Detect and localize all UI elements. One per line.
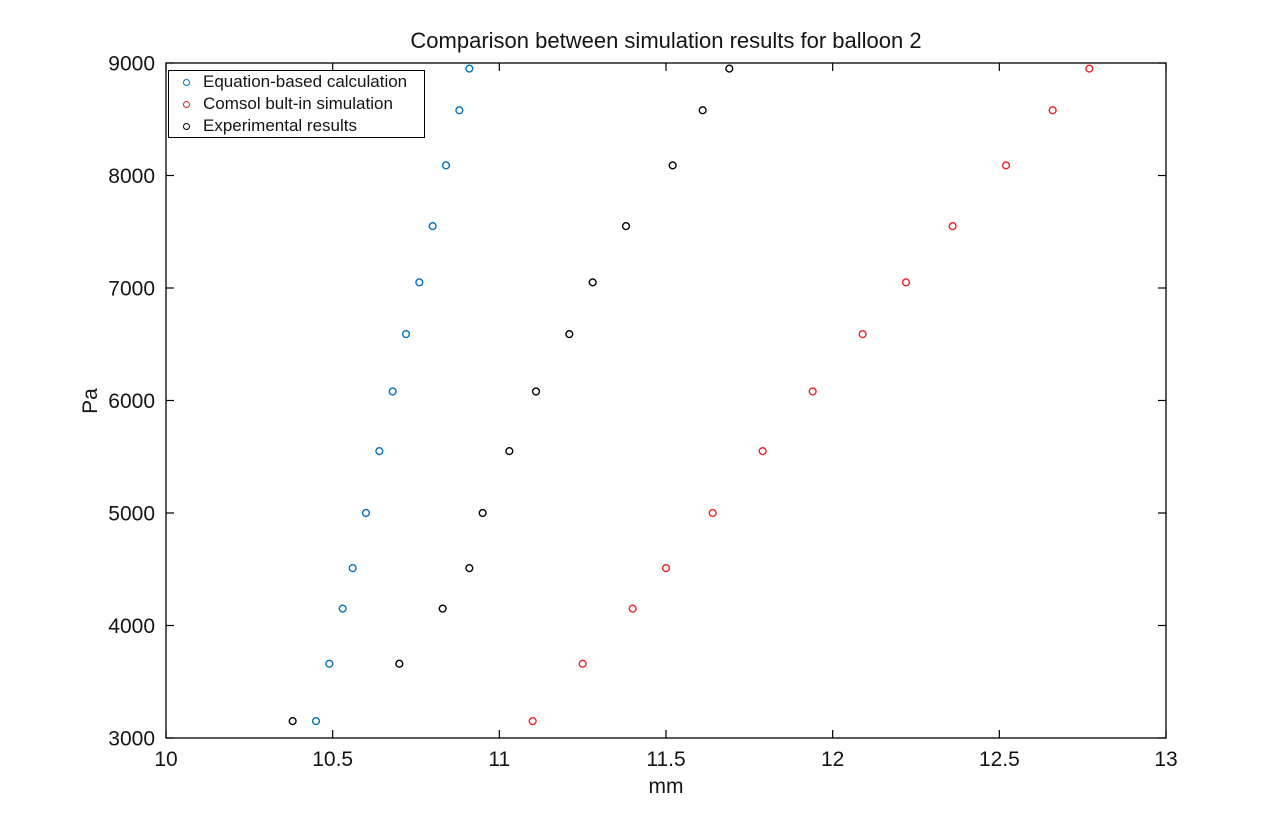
legend: Equation-based calculation Comsol bult-in… — [168, 70, 425, 138]
legend-circle-marker-icon — [183, 100, 190, 108]
data-point — [311, 717, 321, 726]
x-tick-label: 11 — [488, 748, 510, 771]
legend-label: Comsol bult-in simulation — [203, 94, 393, 113]
data-point — [361, 508, 371, 518]
data-point — [588, 278, 597, 287]
data-point — [858, 330, 867, 339]
data-point — [441, 161, 451, 170]
data-point — [758, 447, 767, 456]
data-point — [401, 330, 411, 339]
data-point — [505, 447, 514, 456]
data-point — [395, 659, 404, 668]
legend-circle-marker-icon — [183, 78, 190, 86]
legend-item: Equation-based calculation — [169, 71, 424, 93]
data-point — [621, 222, 631, 231]
data-point — [1085, 64, 1094, 73]
data-points-layer — [288, 64, 1094, 726]
data-point — [348, 564, 357, 573]
x-axis-label: mm — [649, 775, 684, 798]
data-point — [325, 659, 334, 668]
data-point — [438, 604, 447, 613]
data-point — [415, 278, 424, 287]
x-tick-label: 11.5 — [646, 748, 685, 771]
data-point — [478, 508, 487, 518]
x-tick-label: 10 — [154, 748, 177, 771]
data-point — [1048, 106, 1057, 115]
y-tick-label: 4000 — [108, 615, 155, 638]
y-tick-label: 9000 — [108, 53, 155, 76]
plot-box — [165, 62, 1167, 739]
x-tick-label: 13 — [1154, 748, 1177, 771]
data-point — [901, 278, 911, 287]
y-tick-label: 6000 — [108, 390, 155, 413]
data-point — [531, 387, 541, 396]
data-point — [578, 659, 587, 668]
axes-layer: 10 10.5 11 11.5 12 12.5 13 3000 4000 5000 6000 7000… — [108, 53, 1177, 772]
y-tick-label: 5000 — [108, 503, 155, 526]
data-point — [628, 604, 637, 613]
data-point — [528, 717, 537, 726]
x-tick-label: 12 — [821, 748, 844, 771]
data-point — [725, 64, 734, 73]
data-point — [465, 64, 474, 73]
legend-item: Experimental results — [169, 115, 424, 137]
data-point — [388, 387, 397, 396]
data-point — [808, 387, 817, 396]
legend-circle-marker-icon — [183, 122, 190, 130]
data-point — [708, 508, 717, 518]
data-point — [661, 564, 671, 573]
y-tick-label: 8000 — [108, 165, 155, 188]
data-point — [288, 717, 297, 726]
chart-title: Comparison between simulation results fo… — [410, 28, 921, 53]
data-point — [338, 604, 347, 613]
data-point — [428, 222, 437, 231]
data-point — [1001, 161, 1011, 170]
data-point — [668, 161, 677, 170]
data-point — [455, 106, 464, 115]
x-tick-label: 10.5 — [312, 748, 353, 771]
y-axis-label: Pa — [79, 388, 102, 414]
y-tick-label: 7000 — [108, 278, 155, 301]
y-tick-label: 3000 — [108, 728, 155, 751]
x-tick-label: 12.5 — [979, 748, 1020, 771]
data-point — [375, 447, 384, 456]
data-point — [948, 222, 957, 231]
legend-label: Equation-based calculation — [203, 72, 408, 91]
legend-item: Comsol bult-in simulation — [169, 93, 424, 115]
legend-label: Experimental results — [203, 116, 358, 135]
data-point — [465, 564, 474, 573]
data-point — [565, 330, 574, 339]
data-point — [698, 106, 707, 115]
